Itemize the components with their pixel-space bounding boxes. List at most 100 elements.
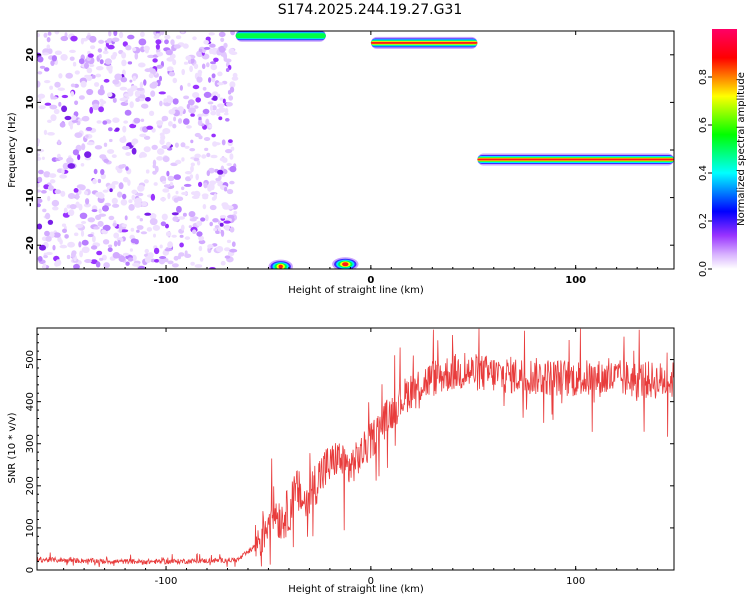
noise-speckle <box>210 110 217 116</box>
noise-speckle <box>164 34 171 40</box>
noise-speckle <box>64 115 72 121</box>
noise-speckle <box>128 199 133 204</box>
noise-speckle <box>216 246 224 253</box>
noise-speckle <box>211 196 216 201</box>
noise-speckle <box>95 73 102 78</box>
noise-speckle <box>132 47 137 52</box>
noise-speckle <box>186 125 192 129</box>
noise-speckle <box>99 59 104 65</box>
noise-speckle <box>202 204 207 210</box>
noise-speckle <box>84 151 92 159</box>
noise-speckle <box>154 259 160 263</box>
noise-speckle <box>102 224 111 231</box>
noise-speckle <box>153 233 156 238</box>
noise-speckle <box>52 244 56 251</box>
noise-speckle <box>79 250 83 258</box>
noise-speckle <box>162 180 167 184</box>
noise-speckle <box>91 209 98 213</box>
noise-speckle <box>38 97 42 103</box>
noise-speckle <box>95 261 101 268</box>
noise-speckle <box>74 232 79 237</box>
noise-speckle <box>225 68 230 72</box>
noise-speckle <box>179 234 184 238</box>
colorbar: 0.0 0.2 0.4 0.6 0.8 Normalized spectral ampl… <box>698 29 747 277</box>
noise-speckle <box>172 98 179 105</box>
noise-speckle <box>172 123 177 129</box>
noise-speckle <box>118 182 124 190</box>
noise-speckle <box>139 133 147 138</box>
noise-speckle <box>49 179 56 184</box>
noise-speckle <box>165 231 172 237</box>
noise-speckle <box>184 250 188 256</box>
noise-speckle <box>47 185 54 191</box>
noise-speckle <box>112 97 117 103</box>
noise-speckle <box>53 232 61 238</box>
noise-speckle <box>176 205 182 213</box>
noise-speckle <box>120 87 126 91</box>
noise-speckle <box>59 244 68 249</box>
noise-speckle <box>66 254 71 260</box>
noise-speckle <box>64 234 69 239</box>
noise-speckle <box>188 107 197 114</box>
snr-x-label: Height of straight line (km) <box>288 584 424 595</box>
noise-speckle <box>143 146 151 153</box>
noise-speckle <box>89 35 97 43</box>
noise-speckle <box>102 205 109 212</box>
noise-speckle <box>92 178 97 185</box>
noise-speckle <box>148 73 154 79</box>
x-tick-label: -100 <box>154 275 179 286</box>
noise-speckle <box>111 181 119 185</box>
colorbar-scale <box>712 29 737 269</box>
noise-speckle <box>106 92 113 98</box>
noise-speckle <box>115 127 120 132</box>
noise-speckle <box>198 245 203 252</box>
noise-speckle <box>97 220 104 227</box>
noise-speckle <box>183 61 189 65</box>
noise-speckle <box>116 168 123 174</box>
noise-speckle <box>73 188 79 193</box>
noise-speckle <box>169 182 174 186</box>
noise-speckle <box>124 109 132 116</box>
noise-speckle <box>154 165 159 173</box>
noise-speckle <box>99 257 104 261</box>
noise-speckle <box>93 168 98 175</box>
noise-speckle <box>137 184 145 192</box>
noise-speckle <box>47 119 52 124</box>
noise-speckle <box>94 82 100 87</box>
noise-speckle <box>100 169 105 175</box>
noise-speckle <box>85 198 90 205</box>
noise-speckle <box>160 221 167 227</box>
noise-speckle <box>84 62 89 69</box>
noise-speckle <box>104 58 112 65</box>
noise-speckle <box>37 255 43 262</box>
noise-speckle <box>37 223 43 230</box>
noise-speckle <box>187 82 191 87</box>
noise-speckle <box>59 122 66 128</box>
noise-speckle <box>206 152 211 158</box>
noise-speckle <box>143 135 151 140</box>
noise-speckle <box>61 94 69 99</box>
noise-speckle <box>152 224 161 231</box>
noise-speckle <box>181 224 185 231</box>
noise-speckle <box>122 252 130 256</box>
noise-speckle <box>71 115 77 121</box>
noise-speckle <box>215 108 222 114</box>
noise-speckle <box>203 182 208 189</box>
colorbar-tick-label: 0.2 <box>698 213 709 229</box>
noise-speckle <box>63 207 68 214</box>
noise-speckle <box>185 176 192 182</box>
noise-speckle <box>224 247 231 252</box>
noise-speckle <box>67 241 75 248</box>
noise-speckle <box>118 164 125 169</box>
noise-speckle <box>200 217 206 222</box>
noise-speckle <box>203 40 209 45</box>
noise-speckle <box>101 229 107 234</box>
noise-speckle <box>176 196 184 202</box>
noise-speckle <box>218 31 226 37</box>
noise-speckle <box>224 108 229 114</box>
noise-speckle <box>229 165 237 173</box>
snr-frame <box>36 327 675 571</box>
noise-speckle <box>111 154 117 159</box>
y-tick-label: 100 <box>25 518 36 537</box>
